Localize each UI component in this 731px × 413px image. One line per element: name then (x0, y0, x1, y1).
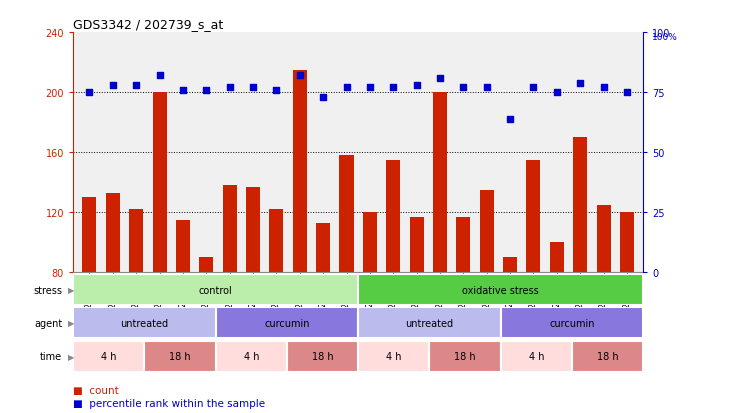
Point (528, 85, 539, 91)
Bar (292, 71, 307, 273)
Bar (83, 198, 96, 273)
Point (551, 90, 563, 96)
Bar (433, 93, 447, 273)
Bar (526, 160, 540, 273)
Point (387, 85, 399, 91)
Bar (200, 258, 213, 273)
Text: ▶: ▶ (68, 352, 75, 361)
Text: control: control (199, 285, 232, 295)
Bar (216, 308, 358, 339)
Point (270, 87, 282, 94)
Point (341, 85, 352, 91)
Text: 18 h: 18 h (169, 351, 191, 361)
Bar (145, 341, 216, 372)
Bar (456, 217, 470, 273)
Bar (386, 160, 401, 273)
Point (200, 87, 212, 94)
Text: curcumin: curcumin (264, 318, 310, 328)
Point (317, 95, 329, 101)
Text: 18 h: 18 h (454, 351, 476, 361)
Text: 100%: 100% (652, 33, 678, 42)
Point (458, 85, 469, 91)
Point (294, 73, 306, 79)
Point (621, 90, 633, 96)
Bar (358, 341, 429, 372)
Point (224, 85, 235, 91)
Bar (73, 341, 145, 372)
Bar (501, 308, 643, 339)
Bar (409, 217, 424, 273)
Point (364, 85, 376, 91)
Bar (429, 341, 501, 372)
Point (154, 73, 165, 79)
Bar (316, 223, 330, 273)
Bar (73, 275, 358, 306)
Text: agent: agent (34, 318, 62, 328)
Point (504, 116, 516, 123)
Text: 18 h: 18 h (596, 351, 618, 361)
Point (598, 85, 610, 91)
Bar (223, 186, 237, 273)
Bar (246, 187, 260, 273)
Bar (503, 258, 517, 273)
Text: untreated: untreated (406, 318, 453, 328)
Bar (287, 341, 358, 372)
Bar (270, 210, 284, 273)
Bar (501, 341, 572, 372)
Text: ▶: ▶ (68, 286, 75, 294)
Bar (572, 341, 643, 372)
Bar (363, 213, 377, 273)
Text: 4 h: 4 h (386, 351, 401, 361)
Text: oxidative stress: oxidative stress (463, 285, 539, 295)
Bar (358, 275, 643, 306)
Text: ■  count: ■ count (73, 385, 119, 395)
Text: stress: stress (33, 285, 62, 295)
Text: ▶: ▶ (68, 319, 75, 328)
Bar (339, 156, 354, 273)
Point (434, 75, 446, 82)
Bar (73, 308, 216, 339)
Bar (106, 193, 120, 273)
Text: 4 h: 4 h (529, 351, 544, 361)
Bar (129, 210, 143, 273)
Bar (216, 341, 287, 372)
Point (130, 83, 142, 89)
Point (481, 85, 493, 91)
Bar (620, 213, 634, 273)
Bar (153, 93, 167, 273)
Text: untreated: untreated (121, 318, 168, 328)
Text: GDS3342 / 202739_s_at: GDS3342 / 202739_s_at (73, 17, 224, 31)
Text: ■  percentile rank within the sample: ■ percentile rank within the sample (73, 398, 265, 408)
Text: time: time (40, 351, 62, 361)
Text: curcumin: curcumin (549, 318, 595, 328)
Point (247, 85, 259, 91)
Bar (176, 220, 190, 273)
Point (177, 87, 189, 94)
Point (411, 83, 423, 89)
Text: 4 h: 4 h (243, 351, 259, 361)
Point (575, 80, 586, 87)
Text: 4 h: 4 h (101, 351, 116, 361)
Bar (596, 205, 610, 273)
Bar (480, 190, 493, 273)
Bar (550, 243, 564, 273)
Point (107, 83, 118, 89)
Bar (358, 308, 501, 339)
Point (83, 90, 95, 96)
Bar (573, 138, 587, 273)
Text: 18 h: 18 h (311, 351, 333, 361)
